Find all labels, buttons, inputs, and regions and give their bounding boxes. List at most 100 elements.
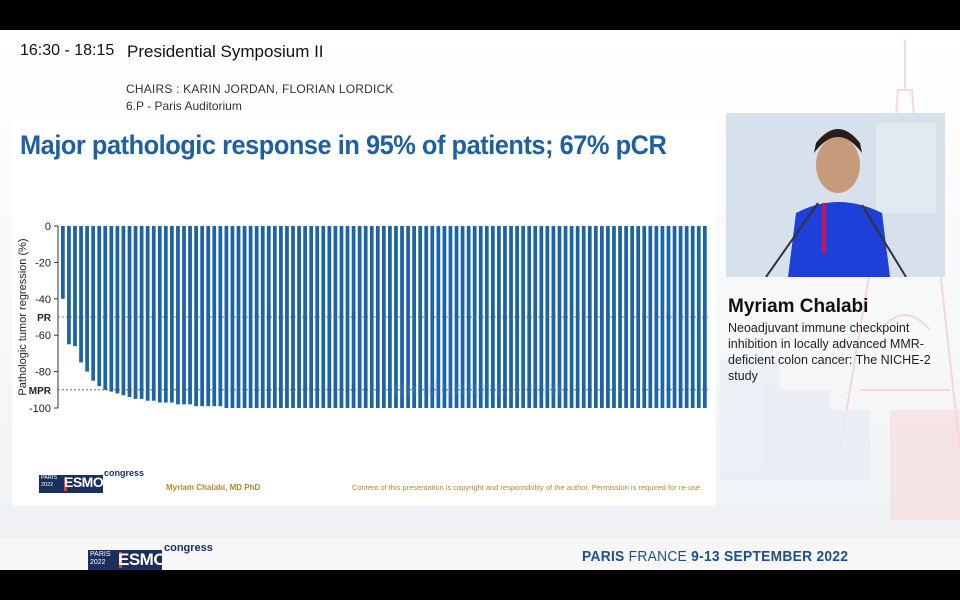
chart-bar: [618, 226, 622, 408]
chart-bar: [303, 226, 307, 408]
event-dates: 9-13 SEPTEMBER 2022: [691, 548, 849, 565]
chart-bar: [194, 226, 198, 407]
chart-bar: [642, 226, 647, 408]
chart-bar: [170, 226, 174, 403]
chart-bar: [388, 226, 392, 408]
chart-bar: [79, 226, 83, 363]
reference-label-mpr: MPR: [29, 386, 52, 397]
event-place-date: PARIS FRANCE 9-13 SEPTEMBER 2022: [582, 548, 848, 565]
chart-bar: [279, 226, 283, 408]
y-tick-label: -20: [35, 257, 51, 269]
chart-bar: [654, 226, 659, 408]
chart-bar: [630, 226, 635, 408]
chart-bar: [702, 226, 707, 408]
slide-author: Myriam Chalabi, MD PhD: [166, 483, 261, 492]
chart-bar: [121, 226, 126, 396]
slide-logo-suffix: congress: [104, 468, 145, 478]
chart-bar: [188, 226, 192, 405]
chart-bar: [478, 226, 483, 408]
speaker-name: Myriam Chalabi: [728, 296, 869, 317]
chart-bar: [563, 226, 568, 408]
chart-bar: [539, 226, 544, 408]
y-tick-label: -40: [35, 294, 51, 306]
chart-bar: [339, 226, 344, 408]
slide-logo-city: PARIS: [41, 475, 58, 481]
chart-bar: [91, 226, 96, 381]
chart-bar: [127, 226, 132, 398]
esmo-logo-icon: [39, 475, 103, 493]
video-stage: 16:30 - 18:15 Presidential Symposium II …: [0, 30, 960, 570]
slide-title: Major pathologic response in 95% of pati…: [20, 130, 667, 160]
speaker-video: [726, 113, 945, 277]
watermark-text: medscape.com: [392, 376, 563, 401]
logo-brand: ESMO: [118, 550, 167, 569]
bottom-bar: PARIS 2022 ESMO congress PARIS FRANCE 9-…: [0, 538, 960, 570]
chart-bar: [200, 226, 205, 407]
chart-bar: [575, 226, 580, 408]
chart-bar: [418, 226, 423, 408]
y-tick-label: 0: [45, 221, 51, 233]
chart-bar: [133, 226, 138, 399]
chart-bar: [97, 226, 102, 387]
logo-suffix: congress: [164, 542, 213, 554]
chart-bar: [85, 226, 89, 372]
reference-label-pr: PR: [37, 313, 52, 324]
y-tick-label: -60: [35, 330, 51, 342]
chart-bar: [442, 226, 447, 408]
talk-title: Neoadjuvant immune checkpoint inhibition…: [728, 321, 931, 383]
chart-bar: [363, 226, 368, 408]
session-chairs: CHAIRS : KARIN JORDAN, FLORIAN LORDICK: [126, 82, 394, 96]
chart-bar: [151, 226, 156, 401]
session-room: 6.P - Paris Auditorium: [126, 99, 242, 113]
letterbox-bottom: [0, 570, 960, 600]
chart-bar: [206, 226, 211, 407]
slide-logo-year: 2022: [41, 482, 54, 488]
chart-bar: [291, 226, 295, 408]
speaker-figure-icon: [726, 113, 945, 277]
chart-bar: [157, 226, 162, 403]
chart-bar: [375, 226, 380, 408]
chart-bar: [176, 226, 180, 405]
chart-bar: [315, 226, 320, 408]
slide-esmo-logo: [39, 473, 139, 493]
esmo-logo-icon: [88, 550, 162, 570]
chart-bar: [242, 226, 247, 408]
chart-bar: [678, 226, 683, 408]
chart-bar: [551, 226, 556, 408]
chart-bar: [587, 226, 592, 408]
y-tick-label: -100: [29, 403, 51, 415]
y-axis-label: Pathologic tumor regression (%): [17, 238, 29, 395]
chart-bar: [218, 226, 223, 407]
slide-copyright: Content of this presentation is copyrigh…: [352, 483, 703, 492]
logo-year: 2022: [90, 559, 106, 566]
chart-bar: [599, 226, 604, 408]
logo-city: PARIS: [90, 551, 111, 558]
chart-bar: [430, 226, 435, 408]
event-place-light: FRANCE: [628, 548, 688, 565]
chart-bar: [230, 226, 235, 408]
session-title: Presidential Symposium II: [127, 42, 324, 61]
chart-bar: [145, 226, 150, 401]
y-tick-label: -80: [35, 367, 51, 379]
chart-bar: [109, 226, 114, 392]
chart-bar: [61, 226, 65, 299]
esmo-congress-logo: [88, 546, 208, 570]
chart-bar: [490, 226, 495, 408]
chart-bar: [266, 226, 271, 408]
chart-bar: [351, 226, 356, 408]
chart-bar: [666, 226, 671, 408]
chart-bar: [454, 226, 459, 408]
chart-bar: [503, 226, 507, 408]
chart-bar: [527, 226, 532, 408]
event-place-bold: PARIS: [582, 548, 625, 565]
chart-bar: [327, 226, 332, 408]
session-time: 16:30 - 18:15: [20, 42, 115, 59]
presentation-slide: Major pathologic response in 95% of pati…: [12, 118, 716, 506]
chart-bar: [163, 226, 168, 403]
eiffel-tower-decoration: [720, 40, 960, 520]
chart-bar: [212, 226, 217, 407]
letterbox-top: [0, 0, 960, 30]
chart-bar: [612, 226, 616, 408]
chart-bar: [254, 226, 259, 408]
chart-bar: [73, 226, 77, 347]
